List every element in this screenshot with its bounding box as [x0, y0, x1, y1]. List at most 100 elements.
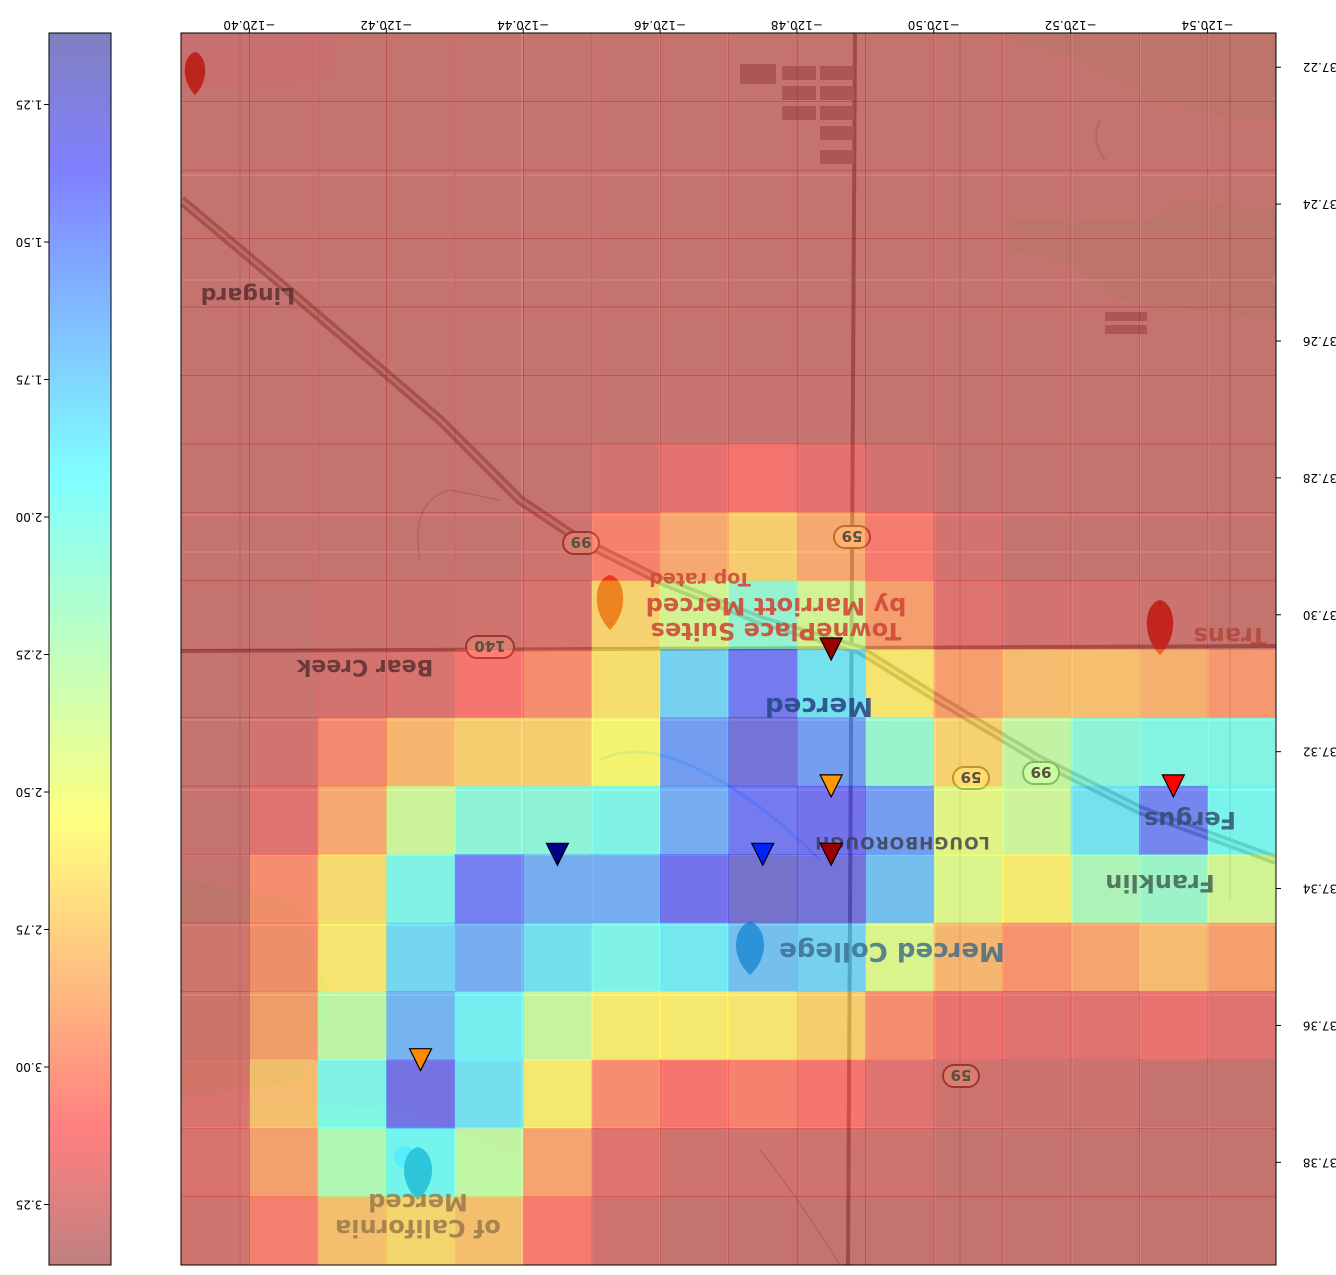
heatmap-cell [386, 512, 456, 582]
heatmap-cell [523, 717, 593, 787]
heatmap-cell [523, 238, 593, 308]
heatmap-cell [728, 375, 798, 445]
shield-59-label: 59 [951, 1066, 972, 1084]
lat-tick-label: 37.26 [1303, 334, 1336, 348]
heatmap-cell [454, 649, 524, 718]
heatmap-cell [1002, 33, 1072, 102]
heatmap-cell [933, 238, 1003, 308]
heatmap-cell [796, 512, 866, 582]
heatmap-cell [1207, 1196, 1276, 1265]
heatmap-cell [1207, 238, 1276, 308]
heatmap-cell [317, 443, 387, 513]
heatmap-cell [523, 1059, 593, 1129]
heatmap-cell [591, 1196, 661, 1265]
heatmap-cell [181, 512, 250, 582]
heatmap-cell [796, 306, 866, 376]
heatmap-cell [1139, 649, 1209, 718]
heatmap-cell [181, 375, 250, 445]
heatmap-cell [249, 375, 319, 445]
heatmap-cell [660, 922, 729, 992]
heatmap-cell [249, 33, 319, 102]
heatmap-cell [181, 169, 250, 239]
heatmap-cell [1070, 306, 1140, 376]
heatmap-cell [386, 785, 456, 855]
colorbar-tick-label: 2.25 [16, 648, 43, 662]
colorbar-tick-label: 1.50 [16, 235, 43, 249]
heatmap-cell [796, 443, 866, 513]
station-marker[interactable] [819, 774, 844, 799]
heatmap-cell [1139, 1128, 1209, 1198]
heatmap-cell [591, 1059, 661, 1129]
station-marker[interactable] [819, 637, 844, 662]
heatmap-cell [591, 375, 661, 445]
map-area[interactable]: Lingard Bear Creek TownePlace Suites by … [181, 33, 1277, 1266]
heatmap-cell [249, 443, 319, 513]
heatmap-cell [865, 1059, 935, 1129]
heatmap-cell [454, 922, 524, 992]
heatmap-cell [523, 1196, 593, 1265]
station-marker[interactable] [408, 1048, 433, 1073]
heatmap-cell [1002, 991, 1072, 1061]
heatmap-cell [728, 717, 798, 787]
heatmap-cell [386, 443, 456, 513]
heatmap-cell [1002, 649, 1072, 718]
heatmap-cell [454, 1059, 524, 1129]
heatmap-cell [933, 33, 1003, 102]
heatmap-cell [660, 854, 729, 924]
heatmap-cell [933, 854, 1003, 924]
heatmap-cell [1139, 169, 1209, 239]
station-marker[interactable] [545, 842, 570, 867]
station-marker[interactable] [819, 842, 844, 867]
heatmap-cell [933, 1196, 1003, 1265]
heatmap-cell [591, 101, 661, 171]
heatmap-cell [1070, 375, 1140, 445]
heatmap-cell [660, 33, 729, 102]
heatmap-cell [181, 922, 250, 992]
heatmap-cell [181, 649, 250, 718]
heatmap-cell [1002, 375, 1072, 445]
heatmap-cell [796, 1196, 866, 1265]
heatmap-cell [1002, 1196, 1072, 1265]
station-marker[interactable] [1161, 774, 1186, 799]
heatmap-cell [386, 33, 456, 102]
label-ferguson: Fergus [1144, 806, 1236, 834]
lon-tick-label: −120.48 [771, 18, 823, 32]
colorbar-tick-label: 2.00 [16, 510, 43, 524]
lon-tick-label: −120.44 [497, 18, 549, 32]
station-marker[interactable] [750, 842, 775, 867]
label-merced-college: Merced College [779, 936, 1005, 966]
heatmap-cell [1070, 512, 1140, 582]
heatmap-cell [591, 306, 661, 376]
heatmap-cell [317, 649, 387, 718]
heatmap-cell [1139, 238, 1209, 308]
label-merced: Merced [765, 691, 873, 721]
colorbar-tick-label: 3.00 [16, 1060, 43, 1074]
heatmap-cell [933, 580, 1003, 650]
heatmap-cell [796, 1059, 866, 1129]
heatmap-cell [181, 238, 250, 308]
heatmap-cell [728, 580, 798, 650]
heatmap-cell [386, 1196, 456, 1265]
label-top-rated: Top rated [649, 568, 750, 590]
heatmap-cell [249, 101, 319, 171]
heatmap-cell [181, 717, 250, 787]
lon-tick-label: −120.46 [634, 18, 686, 32]
heatmap-cell [933, 443, 1003, 513]
heatmap-cell [1002, 238, 1072, 308]
heatmap-cell [796, 101, 866, 171]
heatmap-cell [1207, 785, 1276, 855]
lat-tick-label: 37.38 [1303, 1155, 1336, 1169]
heatmap-cell [1002, 1128, 1072, 1198]
heatmap-cell [865, 785, 935, 855]
heatmap-cell [591, 580, 661, 650]
heatmap-cell [317, 169, 387, 239]
heatmap-cell [454, 169, 524, 239]
station-markers[interactable] [408, 637, 1186, 1073]
lat-tick-label: 37.34 [1303, 882, 1336, 896]
shield-59-label: 59 [842, 527, 863, 545]
heatmap-cell [1002, 1059, 1072, 1129]
heatmap-cell [317, 580, 387, 650]
heatmap-cell [728, 1128, 798, 1198]
heatmap-cell [317, 1128, 387, 1198]
heatmap-cell [523, 580, 593, 650]
